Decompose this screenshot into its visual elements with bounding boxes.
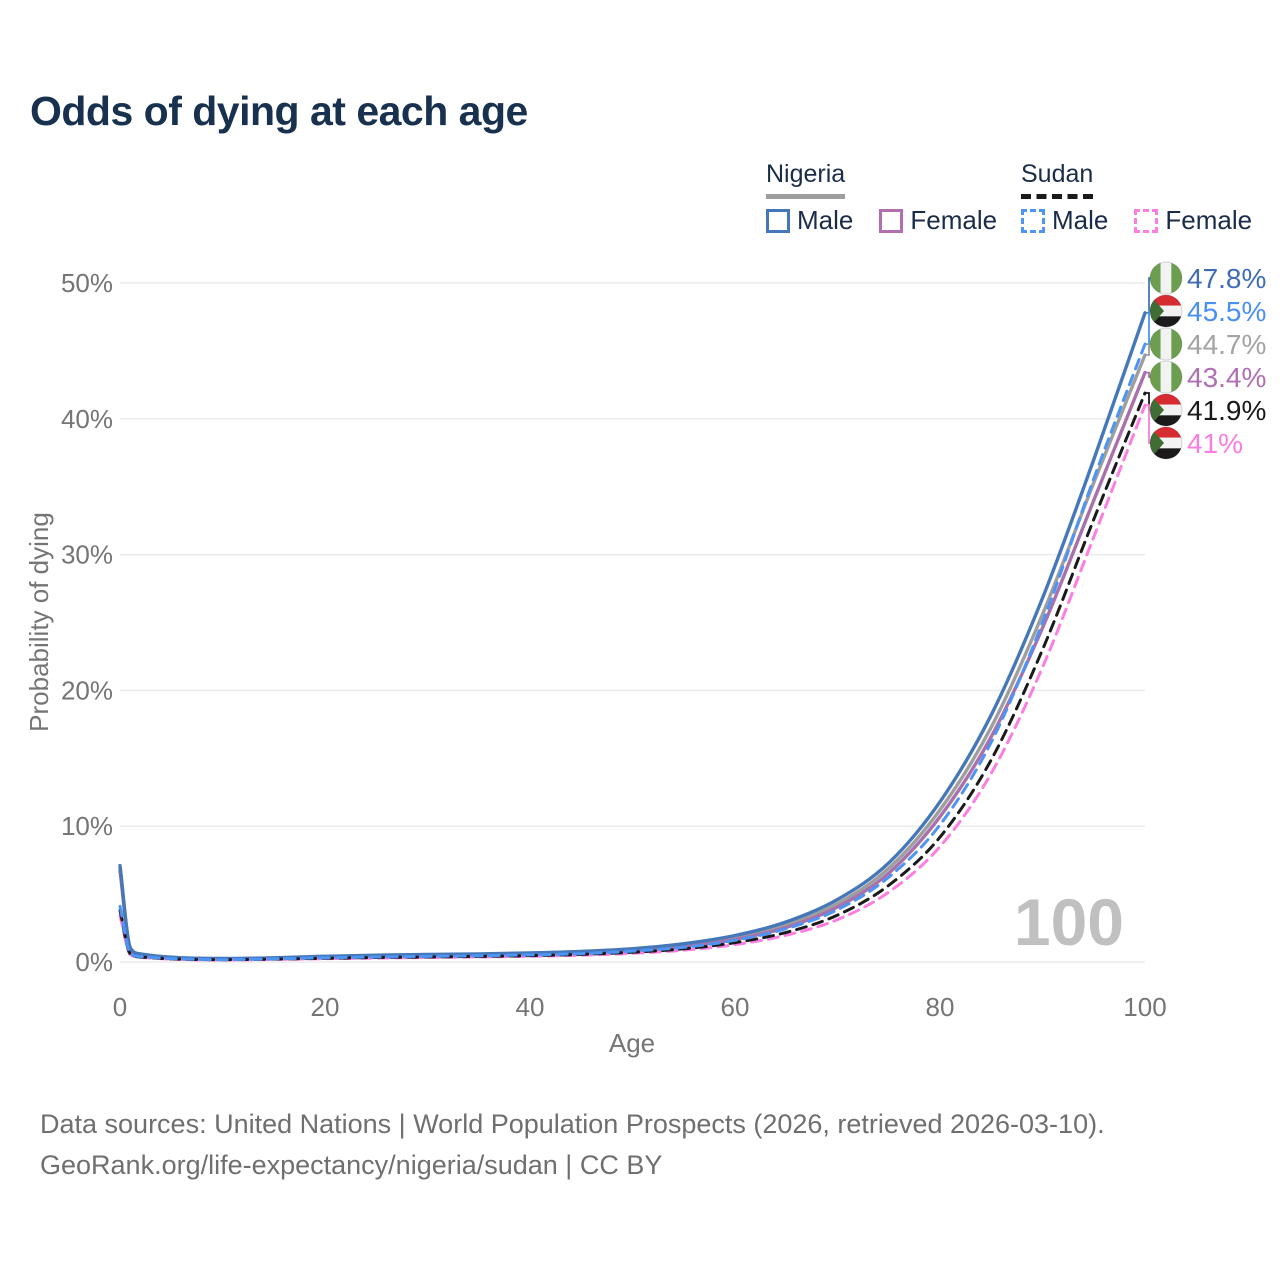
flag-border [1149, 393, 1183, 427]
flag-border [1149, 261, 1183, 295]
x-tick-label: 40 [516, 992, 545, 1022]
y-tick-label: 30% [61, 540, 113, 570]
nigeria-male-swatch-icon [766, 208, 790, 233]
legend-label: Male [797, 205, 854, 235]
series-line-sudan-male [118, 342, 1147, 962]
y-tick-label: 20% [61, 675, 113, 705]
legend-item-sudan-female[interactable]: Female [1134, 205, 1252, 236]
legend-item-nigeria-male[interactable]: Male [766, 205, 853, 236]
x-tick-label: 100 [1123, 992, 1166, 1022]
sudan-flag-icon [1150, 427, 1182, 459]
x-tick-label: 20 [311, 992, 340, 1022]
end-value-label: 41.9% [1187, 395, 1266, 426]
legend-label: Female [1165, 205, 1253, 235]
y-tick-label: 10% [61, 811, 113, 841]
sudan-male-swatch-icon [1021, 208, 1045, 233]
y-tick-label: 50% [61, 268, 113, 298]
series-line-sudan-female [118, 403, 1147, 962]
footer-source-line: Data sources: United Nations | World Pop… [40, 1109, 1105, 1139]
y-axis-title: Probability of dying [24, 512, 54, 732]
x-tick-label: 60 [721, 992, 750, 1022]
end-value-label: 43.4% [1187, 362, 1266, 393]
nigeria-flag-icon [1150, 328, 1182, 360]
flag-border [1149, 426, 1183, 460]
nigeria-flag-icon [1150, 361, 1182, 393]
x-tick-label: 80 [926, 992, 955, 1022]
end-value-label: 41% [1187, 428, 1243, 459]
watermark-age: 100 [1014, 885, 1124, 959]
legend-group-sudan: Sudan Male Female [1021, 160, 1252, 236]
end-value-label: 44.7% [1187, 329, 1266, 360]
footer: Data sources: United Nations | World Pop… [40, 1104, 1105, 1186]
legend-country-nigeria: Nigeria [766, 160, 846, 199]
page-title: Odds of dying at each age [30, 88, 528, 134]
nigeria-flag-icon [1150, 262, 1182, 294]
y-tick-label: 0% [75, 947, 113, 977]
flag-border [1149, 327, 1183, 361]
footer-url-line: GeoRank.org/life-expectancy/nigeria/suda… [40, 1150, 663, 1180]
legend-group-nigeria: Nigeria Male Female [766, 160, 997, 236]
series-line-nigeria-male [118, 311, 1147, 961]
legend-country-sudan: Sudan [1021, 160, 1094, 199]
sudan-female-swatch-icon [1134, 208, 1159, 233]
flag-border [1149, 294, 1183, 328]
sudan-flag-icon [1150, 394, 1182, 426]
series-line-nigeria-female [118, 370, 1147, 961]
legend-label: Male [1052, 205, 1109, 235]
end-label-connector [1145, 310, 1151, 345]
y-tick-label: 40% [61, 404, 113, 434]
end-value-label: 47.8% [1187, 263, 1266, 294]
end-value-label: 45.5% [1187, 296, 1266, 327]
legend-item-sudan-male[interactable]: Male [1021, 205, 1108, 236]
series-line-nigeria [118, 353, 1147, 961]
x-tick-label: 0 [113, 992, 127, 1022]
legend-item-nigeria-female[interactable]: Female [879, 205, 997, 236]
legend-label: Female [910, 205, 998, 235]
x-axis-title: Age [609, 1028, 655, 1058]
nigeria-female-swatch-icon [879, 208, 904, 233]
flag-border [1149, 360, 1183, 394]
sudan-flag-icon [1150, 295, 1182, 327]
series-line-sudan [118, 391, 1147, 962]
